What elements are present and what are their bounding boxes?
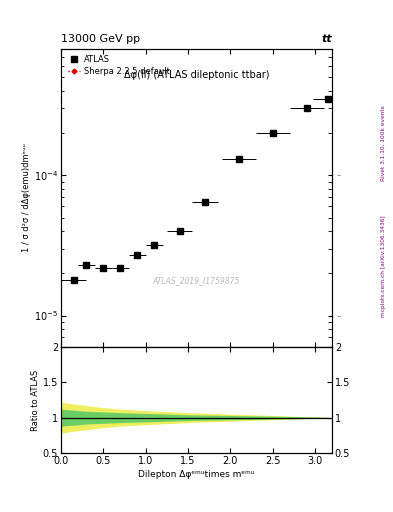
Legend: ATLAS, Sherpa 2.2.5 default: ATLAS, Sherpa 2.2.5 default (65, 53, 173, 78)
X-axis label: Dilepton Δφᵉᵐᵘtimes mᵉᵐᵘ: Dilepton Δφᵉᵐᵘtimes mᵉᵐᵘ (138, 470, 255, 479)
Y-axis label: 1 / σ d²σ / dΔφ(emu)dmᵉᵘᵘ: 1 / σ d²σ / dΔφ(emu)dmᵉᵘᵘ (22, 143, 31, 252)
Text: mcplots.cern.ch [arXiv:1306.3436]: mcplots.cern.ch [arXiv:1306.3436] (381, 216, 386, 317)
Text: tt: tt (321, 33, 332, 44)
Text: 13000 GeV pp: 13000 GeV pp (61, 33, 140, 44)
Text: ATLAS_2019_I1759875: ATLAS_2019_I1759875 (153, 276, 240, 286)
Text: Δφ(ll) (ATLAS dileptonic ttbar): Δφ(ll) (ATLAS dileptonic ttbar) (124, 70, 269, 79)
Text: Rivet 3.1.10, 100k events: Rivet 3.1.10, 100k events (381, 105, 386, 181)
Y-axis label: Ratio to ATLAS: Ratio to ATLAS (31, 369, 40, 431)
